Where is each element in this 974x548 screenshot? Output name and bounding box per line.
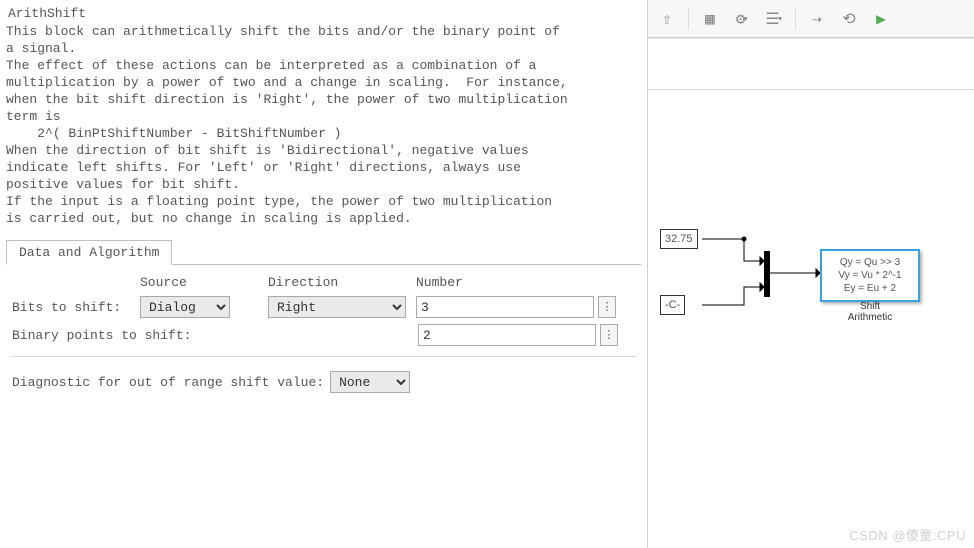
- shift-arithmetic-block[interactable]: Qy = Qu >> 3 Vy = Vu * 2^-1 Ey = Eu + 2: [820, 249, 920, 302]
- binpt-shift-label: Binary points to shift:: [10, 328, 288, 343]
- tab-bar: Data and Algorithm: [6, 239, 641, 265]
- header-source: Source: [140, 275, 187, 290]
- watermark: CSDN @傻童:CPU: [849, 525, 966, 544]
- gear-icon[interactable]: ⚙▾: [729, 6, 755, 32]
- bits-shift-number-input[interactable]: [416, 296, 594, 318]
- mux-block[interactable]: [764, 251, 770, 297]
- form-area: Source Direction Number Bits to shift: D…: [6, 265, 641, 403]
- tab-data-algorithm[interactable]: Data and Algorithm: [6, 240, 172, 265]
- restore-icon[interactable]: ⟲: [836, 6, 862, 32]
- diag-select[interactable]: None: [330, 371, 410, 393]
- step-icon[interactable]: ⇢: [804, 6, 830, 32]
- constant-block-2[interactable]: -C-: [660, 295, 685, 315]
- binpt-shift-more-button[interactable]: ⋮: [600, 324, 618, 346]
- diag-label: Diagnostic for out of range shift value:: [12, 375, 324, 390]
- divider: [10, 356, 637, 357]
- block-parameters-panel: ArithShift This block can arithmetically…: [0, 0, 648, 548]
- bits-shift-label: Bits to shift:: [10, 300, 140, 315]
- library-icon[interactable]: ▦: [697, 6, 723, 32]
- model-canvas-panel: ⇧ ▦ ⚙▾ ☰▾ ⇢ ⟲ ▶: [648, 0, 974, 548]
- block-description: This block can arithmetically shift the …: [6, 23, 641, 235]
- constant-block-1[interactable]: 32.75: [660, 229, 698, 249]
- model-canvas[interactable]: 32.75 -C- Qy = Qu >> 3 Vy = Vu * 2^-1 Ey…: [648, 38, 974, 548]
- bits-shift-direction-select[interactable]: Right: [268, 296, 406, 318]
- signal-wires: [648, 39, 974, 539]
- toolbar: ⇧ ▦ ⚙▾ ☰▾ ⇢ ⟲ ▶: [648, 0, 974, 38]
- header-direction: Direction: [268, 275, 338, 290]
- list-icon[interactable]: ☰▾: [761, 6, 787, 32]
- bits-shift-source-select[interactable]: Dialog: [140, 296, 230, 318]
- shift-block-caption: Shift Arithmetic: [820, 301, 920, 323]
- play-icon[interactable]: ▶: [868, 6, 894, 32]
- bits-shift-more-button[interactable]: ⋮: [598, 296, 616, 318]
- block-title: ArithShift: [6, 4, 641, 21]
- nav-up-icon[interactable]: ⇧: [654, 6, 680, 32]
- binpt-shift-number-input[interactable]: [418, 324, 596, 346]
- header-number: Number: [416, 275, 463, 290]
